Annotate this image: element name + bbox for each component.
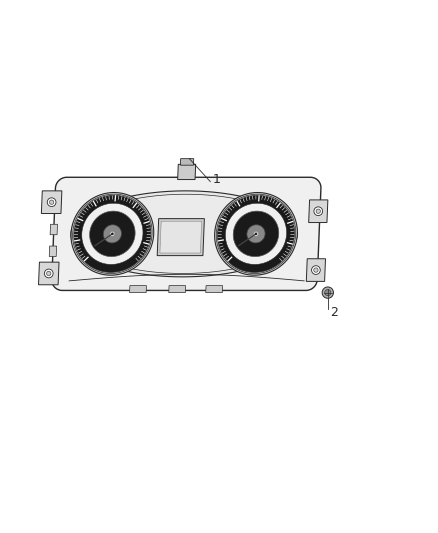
Polygon shape (169, 286, 186, 293)
Polygon shape (90, 211, 135, 256)
Polygon shape (178, 164, 196, 180)
Polygon shape (233, 211, 279, 256)
Polygon shape (206, 286, 223, 293)
Polygon shape (254, 231, 258, 236)
Polygon shape (39, 262, 59, 285)
Circle shape (49, 200, 54, 204)
Polygon shape (215, 192, 297, 275)
Circle shape (322, 287, 333, 298)
Circle shape (311, 266, 320, 274)
Polygon shape (309, 200, 328, 223)
Polygon shape (111, 233, 113, 235)
Polygon shape (49, 246, 57, 256)
Polygon shape (103, 225, 121, 243)
Polygon shape (82, 203, 143, 264)
Polygon shape (130, 286, 146, 293)
Circle shape (314, 207, 323, 215)
Polygon shape (216, 194, 296, 273)
Circle shape (325, 289, 331, 296)
Polygon shape (160, 221, 201, 253)
Polygon shape (52, 177, 321, 290)
Polygon shape (255, 233, 257, 235)
Polygon shape (180, 159, 194, 165)
Text: 2: 2 (330, 306, 338, 319)
Polygon shape (50, 224, 57, 235)
Polygon shape (71, 191, 297, 277)
Polygon shape (76, 194, 292, 273)
Circle shape (44, 269, 53, 278)
Polygon shape (247, 225, 265, 243)
Polygon shape (73, 194, 152, 273)
Circle shape (316, 209, 321, 213)
Circle shape (46, 271, 51, 276)
Polygon shape (110, 231, 115, 236)
Polygon shape (218, 196, 294, 272)
Polygon shape (74, 196, 151, 272)
Polygon shape (41, 191, 62, 214)
Text: 1: 1 (212, 173, 220, 186)
Circle shape (314, 268, 318, 272)
Circle shape (47, 198, 56, 206)
Polygon shape (157, 219, 205, 256)
Polygon shape (71, 192, 154, 275)
Polygon shape (226, 203, 286, 264)
Polygon shape (306, 259, 325, 281)
